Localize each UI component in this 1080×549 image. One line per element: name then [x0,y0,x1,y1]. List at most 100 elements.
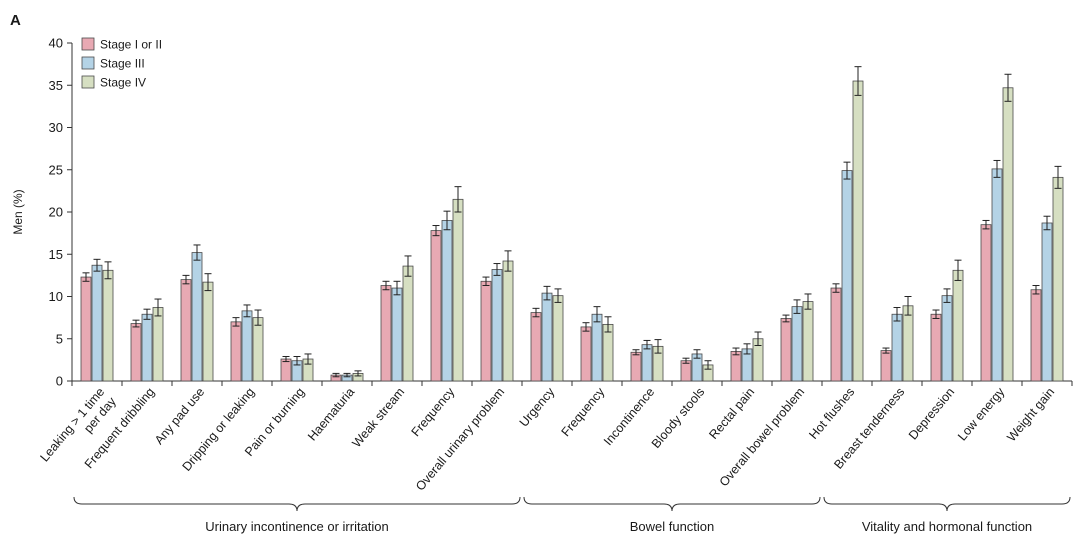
y-tick-label: 0 [56,374,63,389]
legend-swatch [81,37,95,51]
x-category-label: Haematuria [305,385,357,444]
bar [180,279,192,382]
bar [280,358,292,382]
error-bar [854,66,862,96]
y-axis-label: Men (%) [11,189,25,234]
bar [102,269,114,382]
bar [452,198,464,382]
x-category-label: Frequency [559,384,608,439]
bar [941,295,953,382]
legend-label: Stage IV [100,76,146,90]
error-bar [93,258,101,272]
error-bar [493,263,501,276]
x-category-label: Weight gain [1004,385,1057,444]
y-tick-label: 5 [56,331,63,346]
error-bar [943,288,951,303]
error-bar [643,339,651,350]
bar [891,313,903,382]
error-bar [343,372,351,378]
error-bar [254,309,262,326]
x-category-label: Depression [906,385,957,442]
x-category-label: Rectal pain [706,385,757,442]
x-category-label: Low energy [955,384,1008,443]
error-bar [782,314,790,323]
bar [680,360,692,382]
error-bar [132,319,140,328]
error-bar [243,304,251,318]
error-bar [732,347,740,356]
error-bar [682,357,690,364]
bar [1002,87,1014,382]
error-bar [843,161,851,180]
bar [402,265,414,382]
group-bracket [523,496,821,512]
error-bar [1004,73,1012,102]
error-bar [554,288,562,303]
error-bar [754,331,762,347]
error-bar [743,343,751,355]
error-bar [593,306,601,323]
legend-label: Stage I or II [100,38,162,52]
bar [880,350,892,382]
error-bar [282,355,290,363]
bar [91,264,103,382]
bar [630,351,642,382]
y-tick-label: 40 [49,36,63,51]
error-bar [504,250,512,272]
panel-label: A [10,12,21,29]
bar [241,310,253,382]
error-bar [443,210,451,231]
error-bar [82,272,90,282]
bar [441,220,453,382]
y-tick-label: 20 [49,205,63,220]
bar [591,313,603,382]
bar [391,287,403,382]
error-bar [1054,165,1062,189]
error-bar [982,219,990,230]
bar [902,305,914,382]
error-bar [154,298,162,317]
legend-label: Stage III [100,57,145,71]
y-tick-label: 15 [49,247,63,262]
error-bar [304,353,312,365]
bar [641,344,653,382]
bar [502,260,514,382]
error-bar [332,372,340,378]
y-tick-label: 10 [49,289,63,304]
error-bar [793,299,801,314]
bar [841,170,853,382]
bar [830,287,842,382]
bar [141,313,153,382]
bar [491,269,503,382]
x-category-label: Any pad use [152,385,207,447]
group-label: Bowel function [630,519,715,534]
error-bar [893,306,901,322]
error-bar [693,349,701,359]
y-tick-label: 30 [49,120,63,135]
error-bar [182,274,190,285]
bar [791,306,803,382]
bar [130,323,142,382]
bar [202,281,214,382]
error-bar [1043,215,1051,231]
error-bar [454,186,462,213]
bar [930,313,942,382]
group-bracket [73,496,521,512]
bar [1030,289,1042,382]
error-bar [632,349,640,356]
error-bar [104,261,112,280]
error-bar [432,225,440,237]
legend-swatch [81,75,95,89]
error-bar [993,159,1001,178]
bar [530,312,542,382]
y-tick-label: 35 [49,78,63,93]
error-bar [404,255,412,277]
bar [602,323,614,382]
bar [552,295,564,382]
error-bar [354,370,362,377]
error-bar [204,273,212,292]
bar [852,80,864,382]
error-bar [382,280,390,291]
